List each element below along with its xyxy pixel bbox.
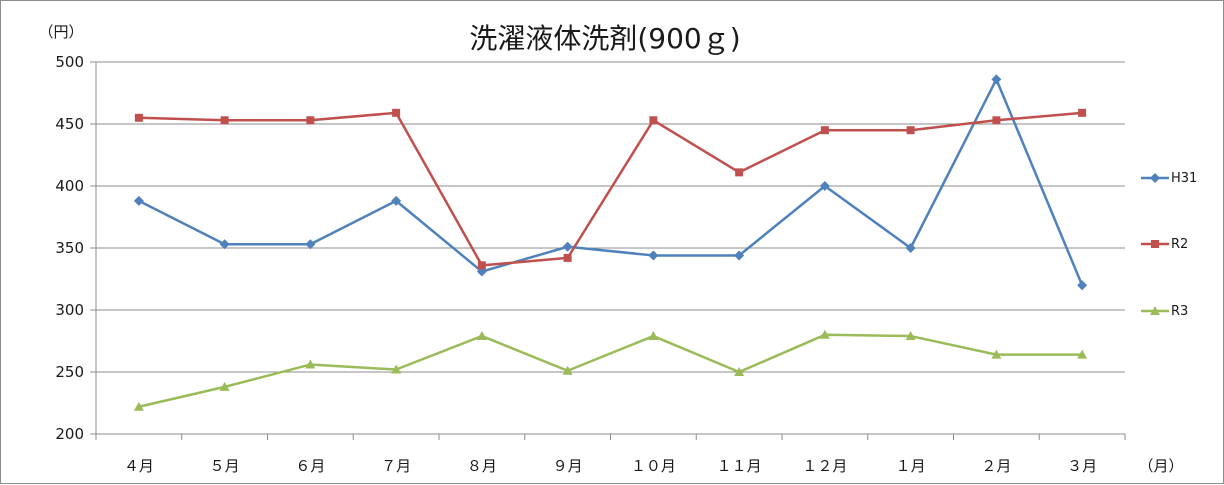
data-point-R2 (649, 116, 658, 125)
legend-label: R2 (1171, 237, 1188, 252)
data-point-R3 (562, 365, 573, 375)
data-point-H31 (734, 250, 745, 261)
data-point-R2 (906, 126, 915, 135)
y-axis-unit: （円） (38, 23, 83, 41)
x-tick-labels: ４月 ５月 ６月 ７月 ８月 ９月 １０月 １１月 １２月 １月 ２月 ３月 (124, 457, 1097, 475)
data-point-R3 (819, 329, 830, 339)
data-point-R2 (220, 116, 229, 125)
data-point-R3 (734, 367, 745, 376)
data-point-R3 (391, 364, 402, 374)
legend-swatch-marker (1151, 240, 1159, 248)
series-R2 (134, 108, 1087, 270)
data-point-R2 (820, 126, 829, 135)
series-H31 (133, 74, 1088, 291)
x-axis-unit: （月） (1138, 457, 1183, 475)
data-point-R3 (219, 381, 230, 391)
x-tick-label: ４月 (124, 457, 154, 475)
x-tick-label: ５月 (210, 457, 240, 475)
x-tick-label: ３月 (1067, 457, 1097, 475)
x-tick-label: １２月 (802, 457, 847, 475)
y-tick-label: 350 (55, 239, 84, 257)
y-tick-label: 300 (55, 301, 84, 319)
x-tick-label: ９月 (553, 457, 583, 475)
data-point-H31 (648, 250, 659, 261)
data-point-R2 (735, 168, 744, 177)
legend-item-H31: H31 (1141, 171, 1197, 186)
series-group (133, 74, 1088, 411)
series-R3 (133, 329, 1088, 411)
data-point-R3 (991, 349, 1002, 359)
data-point-R3 (305, 359, 316, 369)
data-point-H31 (1077, 280, 1088, 291)
legend-label: H31 (1171, 171, 1197, 186)
legend-swatch-marker (1150, 306, 1160, 315)
series-line-H31 (138, 78, 1084, 286)
y-tick-labels: 200 250 300 350 400 450 500 (55, 53, 84, 443)
data-point-R2 (134, 113, 143, 122)
x-tick-label: ７月 (381, 457, 411, 475)
y-tick-label: 500 (55, 53, 84, 71)
data-point-H31 (562, 241, 573, 252)
data-point-H31 (991, 74, 1002, 85)
legend-item-R3: R3 (1141, 304, 1188, 319)
x-tick-label: ８月 (467, 457, 497, 475)
y-tick-label: 400 (55, 177, 84, 195)
data-point-H31 (219, 239, 230, 250)
series-line-R2 (138, 111, 1083, 267)
y-tick-label: 450 (55, 115, 84, 133)
data-point-H31 (391, 195, 402, 206)
data-point-R2 (992, 116, 1001, 125)
chart-title: 洗濯液体洗剤(900ｇ) (469, 22, 740, 55)
data-point-H31 (133, 195, 144, 206)
data-point-R2 (563, 253, 572, 262)
data-point-R2 (1078, 108, 1087, 117)
data-point-H31 (905, 243, 916, 253)
y-tick-label: 250 (55, 363, 84, 381)
data-point-H31 (819, 181, 830, 191)
x-tick-label: １０月 (631, 457, 676, 475)
data-point-R2 (392, 108, 401, 117)
series-line-R3 (138, 333, 1083, 408)
data-point-R3 (648, 331, 659, 341)
data-point-H31 (305, 239, 316, 250)
data-point-R3 (476, 331, 487, 341)
x-tick-label: ６月 (295, 457, 325, 475)
legend-label: R3 (1171, 304, 1188, 319)
data-point-R2 (306, 116, 315, 125)
gridlines (96, 61, 1125, 373)
data-point-R3 (905, 331, 916, 341)
y-tick-label: 200 (55, 425, 84, 443)
legend-item-R2: R2 (1141, 237, 1188, 252)
data-point-R3 (133, 401, 144, 411)
x-tick-label: １１月 (717, 457, 762, 475)
legend-swatch-marker (1150, 173, 1160, 183)
data-point-R3 (1077, 349, 1088, 359)
x-tick-label: ２月 (981, 457, 1011, 475)
data-point-R2 (477, 261, 486, 270)
axes (90, 61, 1126, 440)
legend: H31 R2 R3 (1141, 171, 1197, 319)
x-tick-label: １月 (896, 457, 926, 475)
